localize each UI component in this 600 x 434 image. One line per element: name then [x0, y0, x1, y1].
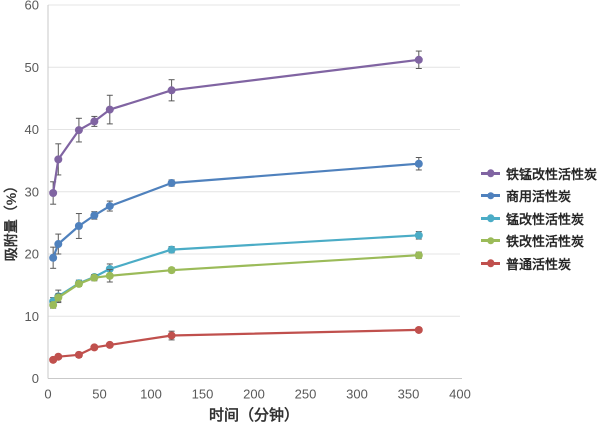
y-tick-label-10: 10 [25, 309, 39, 324]
series-2 [49, 231, 423, 306]
data-point [414, 325, 423, 334]
data-point [167, 86, 176, 95]
x-axis-title: 时间（分钟） [208, 407, 300, 424]
legend-line-marker-icon [481, 259, 500, 267]
legend-label: 铁锰改性活性炭 [506, 166, 598, 182]
legend-line-marker-icon [481, 237, 500, 245]
data-point [90, 211, 99, 220]
series-4 [49, 325, 423, 364]
data-point [90, 273, 99, 282]
y-tick-label-30: 30 [25, 184, 39, 199]
legend-line-marker-icon [481, 192, 500, 200]
legend-dot-icon [486, 259, 495, 267]
x-tick-label-400: 400 [449, 387, 471, 402]
legend-label: 商用活性炭 [506, 189, 572, 205]
legend-dot-icon [486, 237, 495, 245]
series-1 [49, 157, 423, 269]
legend-dot-icon [486, 169, 495, 177]
x-tick-label-50: 50 [92, 387, 106, 402]
data-point [105, 271, 114, 280]
data-point [90, 343, 99, 352]
data-point [49, 301, 58, 310]
legend-dot-icon [486, 192, 495, 200]
data-point [414, 55, 423, 64]
data-point [105, 202, 114, 211]
data-point [414, 159, 423, 168]
data-point [167, 266, 176, 275]
x-tick-label-100: 100 [140, 387, 162, 402]
legend-label: 普通活性炭 [506, 256, 572, 272]
data-point [90, 117, 99, 126]
y-tick-label-60: 60 [25, 0, 39, 13]
legend-item-2: 锰改性活性炭 [481, 207, 597, 230]
series-3 [49, 251, 423, 310]
series-line-0 [52, 58, 420, 195]
data-point [54, 293, 63, 302]
legend-item-3: 铁改性活性炭 [481, 230, 597, 253]
legend-item-0: 铁锰改性活性炭 [481, 162, 597, 185]
data-point [54, 155, 63, 164]
data-point [414, 251, 423, 260]
x-tick-label-0: 0 [44, 387, 51, 402]
x-tick-label-250: 250 [295, 387, 317, 402]
data-point [105, 264, 114, 273]
data-point [105, 105, 114, 114]
data-point [74, 221, 83, 230]
data-point [74, 279, 83, 288]
x-tick-label-200: 200 [243, 387, 265, 402]
y-tick-label-50: 50 [25, 60, 39, 75]
data-point [54, 240, 63, 249]
y-axis-title: 吸附量（%） [3, 178, 19, 262]
data-point [74, 350, 83, 359]
x-tick-label-300: 300 [346, 387, 368, 402]
legend: 铁锰改性活性炭 商用活性炭锰改性活性炭 铁改性活性炭 普通活性炭 [481, 162, 597, 275]
data-point [54, 352, 63, 361]
legend-item-1: 商用活性炭 [481, 185, 597, 208]
x-tick-label-350: 350 [398, 387, 420, 402]
data-point [167, 179, 176, 188]
y-tick-label-0: 0 [32, 371, 39, 386]
y-tick-label-20: 20 [25, 247, 39, 262]
data-point [167, 245, 176, 254]
series-0 [49, 50, 423, 205]
series-line-3 [52, 254, 420, 307]
data-point [49, 253, 58, 262]
legend-dot-icon [486, 214, 495, 222]
legend-label: 铁改性活性炭 [506, 234, 585, 250]
y-tick-label-40: 40 [25, 122, 39, 137]
legend-item-4: 普通活性炭 [481, 252, 597, 275]
x-tick-label-150: 150 [192, 387, 214, 402]
data-point [414, 231, 423, 240]
legend-line-marker-icon [481, 169, 500, 177]
data-point [49, 188, 58, 197]
data-point [74, 126, 83, 135]
legend-label: 锰改性活性炭 [506, 211, 585, 227]
data-point [167, 331, 176, 340]
legend-line-marker-icon [481, 214, 500, 222]
data-point [105, 340, 114, 349]
